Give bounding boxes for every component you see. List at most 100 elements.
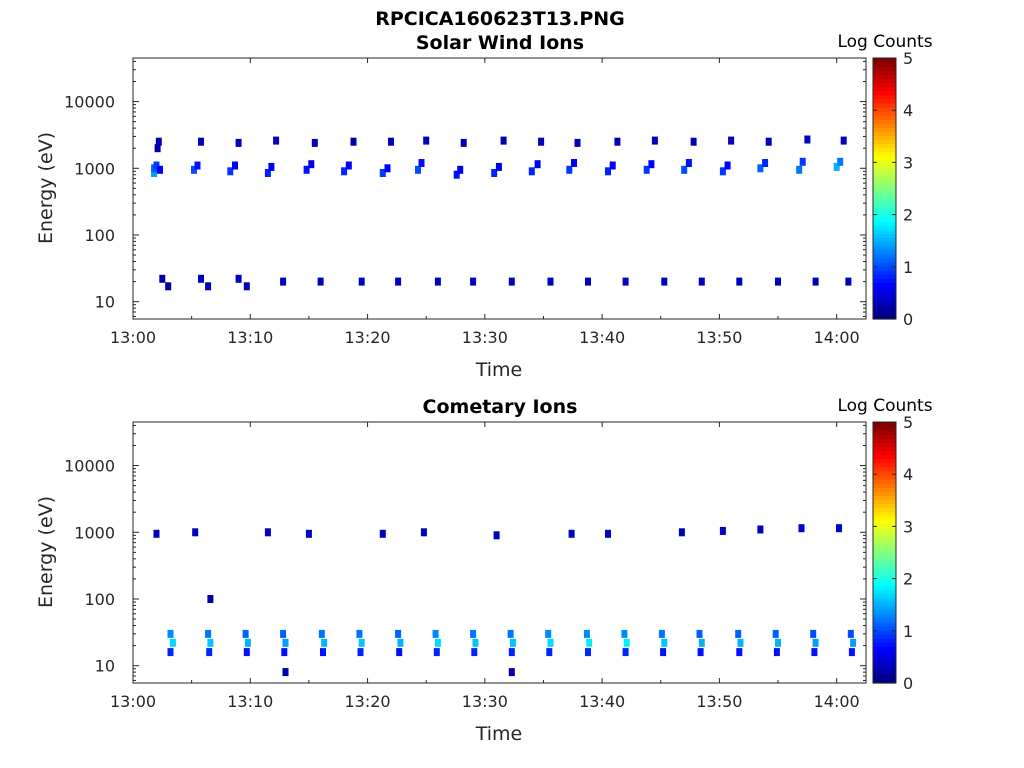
- colorbar-swatch: [873, 66, 896, 71]
- colorbar-tick-label: 0: [903, 674, 913, 693]
- colorbar-swatch: [873, 119, 896, 124]
- heatmap-cell: [205, 282, 212, 291]
- colorbar-swatch: [873, 495, 896, 501]
- colorbar-swatch: [873, 487, 896, 492]
- heatmap-cell: [308, 160, 315, 169]
- x-axis-label: Time: [475, 359, 523, 381]
- colorbar-swatch: [873, 556, 896, 562]
- heatmap-cell: [415, 165, 421, 174]
- colorbar-swatch: [873, 147, 896, 153]
- colorbar-swatch: [873, 621, 896, 627]
- heatmap-cell: [798, 524, 805, 533]
- heatmap-cell: [661, 638, 668, 647]
- colorbar-swatch: [873, 78, 896, 84]
- heatmap-cell: [273, 136, 280, 145]
- colorbar-swatch: [873, 159, 896, 165]
- colorbar-swatch: [873, 454, 896, 460]
- heatmap-cell: [318, 629, 325, 638]
- y-axis-label: Energy (eV): [35, 496, 57, 608]
- colorbar-swatch: [873, 466, 896, 472]
- heatmap-cell: [735, 629, 742, 638]
- colorbar-swatch: [873, 642, 896, 647]
- heatmap-cell: [320, 648, 326, 657]
- colorbar-tick-label: 5: [903, 49, 913, 68]
- heatmap-cell: [194, 161, 201, 170]
- heatmap-cell: [358, 638, 365, 647]
- colorbar-swatch: [873, 180, 896, 186]
- y-tick-label: 10000: [64, 93, 115, 112]
- colorbar-frame: [872, 57, 897, 320]
- heatmap-cell: [736, 277, 743, 286]
- colorbar-swatch: [873, 670, 896, 676]
- colorbar-swatch: [873, 298, 896, 304]
- colorbar-swatch: [873, 511, 896, 517]
- heatmap-cell: [453, 170, 460, 179]
- colorbar-swatch: [873, 196, 896, 202]
- heatmap-cell: [472, 638, 479, 647]
- heatmap-cell: [643, 165, 650, 174]
- colorbar-swatch: [873, 597, 896, 603]
- colorbar-swatch: [873, 237, 896, 243]
- heatmap-cell: [191, 165, 197, 174]
- colorbar-swatch: [873, 515, 896, 521]
- heatmap-cell: [685, 159, 692, 167]
- colorbar-swatch: [873, 462, 896, 468]
- heatmap-cell: [457, 165, 464, 174]
- y-axis: 10 100 1000 10000: [64, 60, 866, 317]
- colorbar-swatch: [873, 422, 896, 427]
- heatmap-cell: [510, 638, 516, 647]
- heatmap-cell: [495, 162, 502, 171]
- y-axis-label: Energy (eV): [35, 132, 57, 244]
- y-tick-label: 1000: [74, 159, 115, 178]
- heatmap-cell: [317, 277, 324, 286]
- heatmap-cell: [321, 638, 328, 647]
- colorbar-swatch: [873, 184, 896, 190]
- colorbar-swatch: [873, 674, 896, 680]
- colorbar-swatch: [873, 90, 896, 96]
- colorbar-swatch: [873, 314, 896, 320]
- heatmap-cell: [796, 165, 803, 174]
- colorbar-swatch: [873, 536, 896, 541]
- heatmap-cell: [205, 629, 212, 638]
- colorbar-swatch: [873, 270, 896, 275]
- heatmap-cell: [384, 164, 391, 173]
- colorbar-swatch: [873, 151, 896, 157]
- heatmap-cell: [698, 638, 705, 647]
- heatmap-cell: [470, 629, 477, 638]
- colorbar-swatch: [873, 306, 896, 312]
- colorbar-swatch: [873, 86, 896, 92]
- colorbar-swatch: [873, 581, 896, 586]
- colorbar-swatch: [873, 629, 896, 635]
- colorbar-swatch: [873, 172, 896, 177]
- colorbar-swatch: [873, 658, 896, 664]
- colorbar-swatch: [873, 438, 896, 443]
- heatmap-cell: [690, 137, 697, 146]
- colorbar-label: Log Counts: [837, 396, 932, 416]
- heatmap-cell: [268, 162, 275, 171]
- colorbar-swatch: [873, 225, 896, 230]
- colorbar-swatch: [873, 192, 896, 198]
- colorbar-tick-label: 3: [903, 153, 913, 172]
- colorbar-tick-label: 1: [903, 622, 913, 641]
- colorbar-swatch: [873, 479, 896, 484]
- y-tick-label: 1000: [74, 523, 115, 542]
- heatmap-cell: [350, 137, 357, 146]
- colorbar-swatch: [873, 503, 896, 509]
- colorbar-swatch: [873, 94, 896, 100]
- colorbar-swatch: [873, 245, 896, 251]
- heatmap-cell: [305, 529, 312, 538]
- plot-area: [132, 57, 867, 320]
- colorbar-swatch: [873, 625, 896, 631]
- heatmap-cell: [434, 277, 441, 286]
- heatmap-cell: [345, 161, 352, 170]
- heatmap-cell: [159, 274, 166, 283]
- heatmap-cell: [586, 638, 593, 647]
- colorbar-swatch: [873, 217, 896, 222]
- colorbar-swatch: [873, 111, 896, 116]
- heatmap-cell: [678, 528, 685, 537]
- colorbar-tick-label: 2: [903, 570, 913, 589]
- heatmap-cell: [235, 138, 242, 147]
- heatmap-cell: [243, 648, 250, 657]
- colorbar-swatch: [873, 221, 896, 226]
- heatmap-cell: [651, 136, 658, 145]
